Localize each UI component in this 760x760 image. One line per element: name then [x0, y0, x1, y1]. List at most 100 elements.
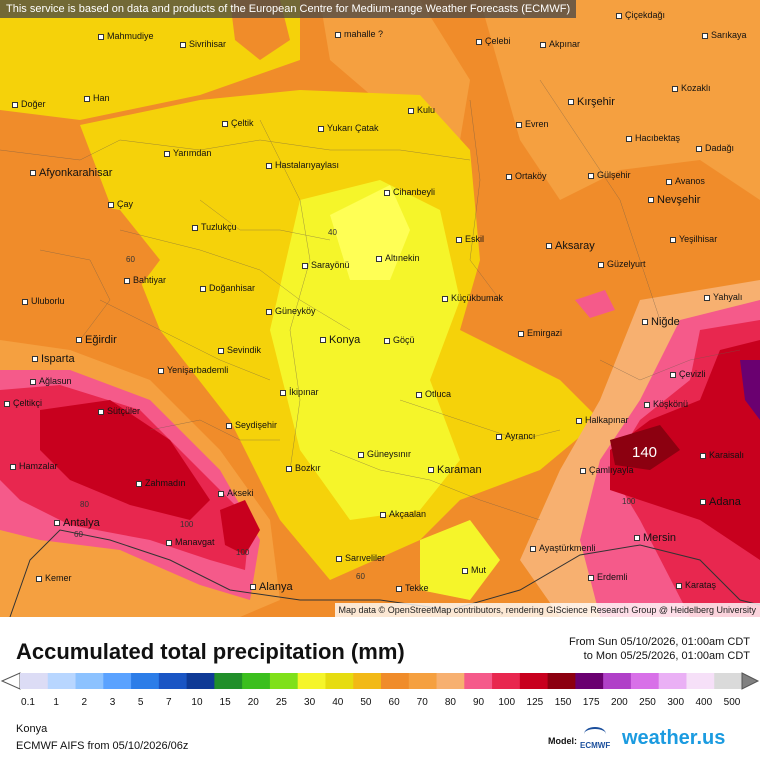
city-label: Emirgazi [518, 328, 562, 339]
city-label: Hastalarıyaylası [266, 160, 339, 171]
scale-tick-label: 20 [247, 697, 259, 708]
scale-tick-labels: 0.1 1 2 3 5 7 10 15 20 25 30 40 50 60 70 80 90 100 125 150 1… [0, 697, 760, 711]
city-label: Kırşehir [568, 97, 615, 108]
city-label: Seydişehir [226, 420, 277, 431]
scale-tick-label: 150 [554, 697, 572, 708]
city-label: Han [84, 93, 110, 104]
model-label: Model: [548, 736, 577, 746]
scale-tick-label: 400 [695, 697, 713, 708]
map-attribution[interactable]: Map data © OpenStreetMap contributors, r… [334, 603, 760, 617]
city-label: Kozaklı [672, 83, 711, 94]
weather-us-logo[interactable]: weather.us [622, 727, 726, 749]
scale-tick-label: 3 [109, 697, 116, 708]
city-label: Mersin [634, 533, 676, 544]
city-label: Zahmadın [136, 478, 186, 489]
city-label: Güzelyurt [598, 259, 646, 270]
city-label: Sarıveliler [336, 553, 385, 564]
scale-swatch [575, 673, 604, 689]
ecmwf-logo-text: ECMWF [580, 741, 611, 750]
city-label: Altınekin [376, 253, 420, 264]
scale-tick-label: 80 [444, 697, 456, 708]
scale-swatch [20, 673, 49, 689]
scale-swatch [547, 673, 576, 689]
ecmwf-logo: ECMWF [580, 727, 610, 750]
city-label: Sarayönü [302, 260, 350, 271]
scale-swatch [353, 673, 382, 689]
contour-label: 40 [328, 228, 337, 237]
city-label: Dadağı [696, 143, 734, 154]
city-label: Konya [320, 335, 360, 346]
map-title: Accumulated total precipitation (mm) [16, 639, 405, 664]
city-label: Karaisalı [700, 450, 744, 461]
contour-label: 100 [622, 497, 636, 506]
city-label: Çevizli [670, 369, 706, 380]
scale-tick-label: 175 [582, 697, 600, 708]
scale-tick-label: 7 [166, 697, 172, 708]
legend-panel: Accumulated total precipitation (mm) Fro… [0, 617, 760, 760]
city-label: Çeltikçi [4, 398, 42, 409]
scale-swatch [519, 673, 549, 689]
scale-swatch [158, 673, 188, 689]
city-label: Ortaköy [506, 171, 547, 182]
city-label: Isparta [32, 354, 75, 365]
location-name: Konya [16, 723, 48, 735]
city-label: Güneyköy [266, 306, 316, 317]
scale-tick-label: 5 [137, 697, 144, 708]
city-label: Ayaştürkmenli [530, 543, 595, 554]
city-label: Hamzalar [10, 461, 58, 472]
city-label: Sarıkaya [702, 30, 747, 41]
city-label: Yukarı Çatak [318, 123, 379, 134]
contour-label: 60 [126, 255, 135, 264]
city-label: Küçükbumak [442, 293, 503, 304]
city-label: mahalle ? [335, 29, 383, 40]
city-label: Sivrihisar [180, 39, 226, 50]
ecmwf-notice: This service is based on data and produc… [0, 0, 577, 18]
city-label: Avanos [666, 176, 705, 187]
contour-label: 60 [356, 572, 365, 581]
city-label: Uluborlu [22, 296, 65, 307]
city-label: Eğirdir [76, 335, 117, 346]
city-label: Aksaray [546, 241, 595, 252]
city-label: Çay [108, 199, 133, 210]
city-label: Bozkır [286, 463, 321, 474]
scale-swatch [214, 673, 243, 689]
city-label: Yeşilhisar [670, 234, 717, 245]
city-label: Karaman [428, 465, 482, 476]
scale-max-arrow [741, 672, 760, 690]
scale-tick-label: 30 [304, 697, 316, 708]
city-label: Kulu [408, 105, 435, 116]
city-label: Doğanhisar [200, 283, 255, 294]
city-label: Mahmudiye [98, 31, 154, 42]
city-label: Nevşehir [648, 195, 700, 206]
city-label: Çamlıyayla [580, 465, 634, 476]
scale-swatch [47, 673, 77, 689]
city-label: Tuzlukçu [192, 222, 237, 233]
scale-tick-label: 10 [191, 697, 203, 708]
color-scale-bar [0, 672, 760, 690]
model-run: ECMWF AIFS from 05/10/2026/06z [16, 740, 189, 752]
scale-swatch [603, 673, 632, 689]
city-label: Doğer [12, 99, 46, 110]
city-label: Mut [462, 565, 486, 576]
city-label: Çeltik [222, 118, 254, 129]
scale-swatch [436, 673, 465, 689]
scale-tick-label: 200 [611, 697, 628, 708]
city-label: Göçü [384, 335, 415, 346]
scale-swatch [492, 673, 521, 689]
scale-tick-label: 90 [472, 697, 485, 708]
scale-tick-label: 70 [416, 697, 428, 708]
precipitation-map[interactable]: This service is based on data and produc… [0, 0, 760, 617]
city-label: Adana [700, 497, 741, 508]
range-to: to Mon 05/25/2026, 01:00am CDT [583, 650, 750, 662]
contour-label: 80 [80, 500, 89, 509]
scale-tick-label: 15 [219, 697, 231, 708]
scale-swatch [686, 673, 715, 689]
contour-label: 100 [236, 548, 250, 557]
city-label: Erdemli [588, 572, 628, 583]
scale-tick-label: 300 [667, 697, 685, 708]
city-label: Kemer [36, 573, 72, 584]
scale-tick-label: 1 [53, 697, 59, 708]
scale-tick-label: 25 [275, 697, 287, 708]
scale-min-arrow [0, 672, 21, 690]
city-label: Antalya [54, 518, 100, 529]
